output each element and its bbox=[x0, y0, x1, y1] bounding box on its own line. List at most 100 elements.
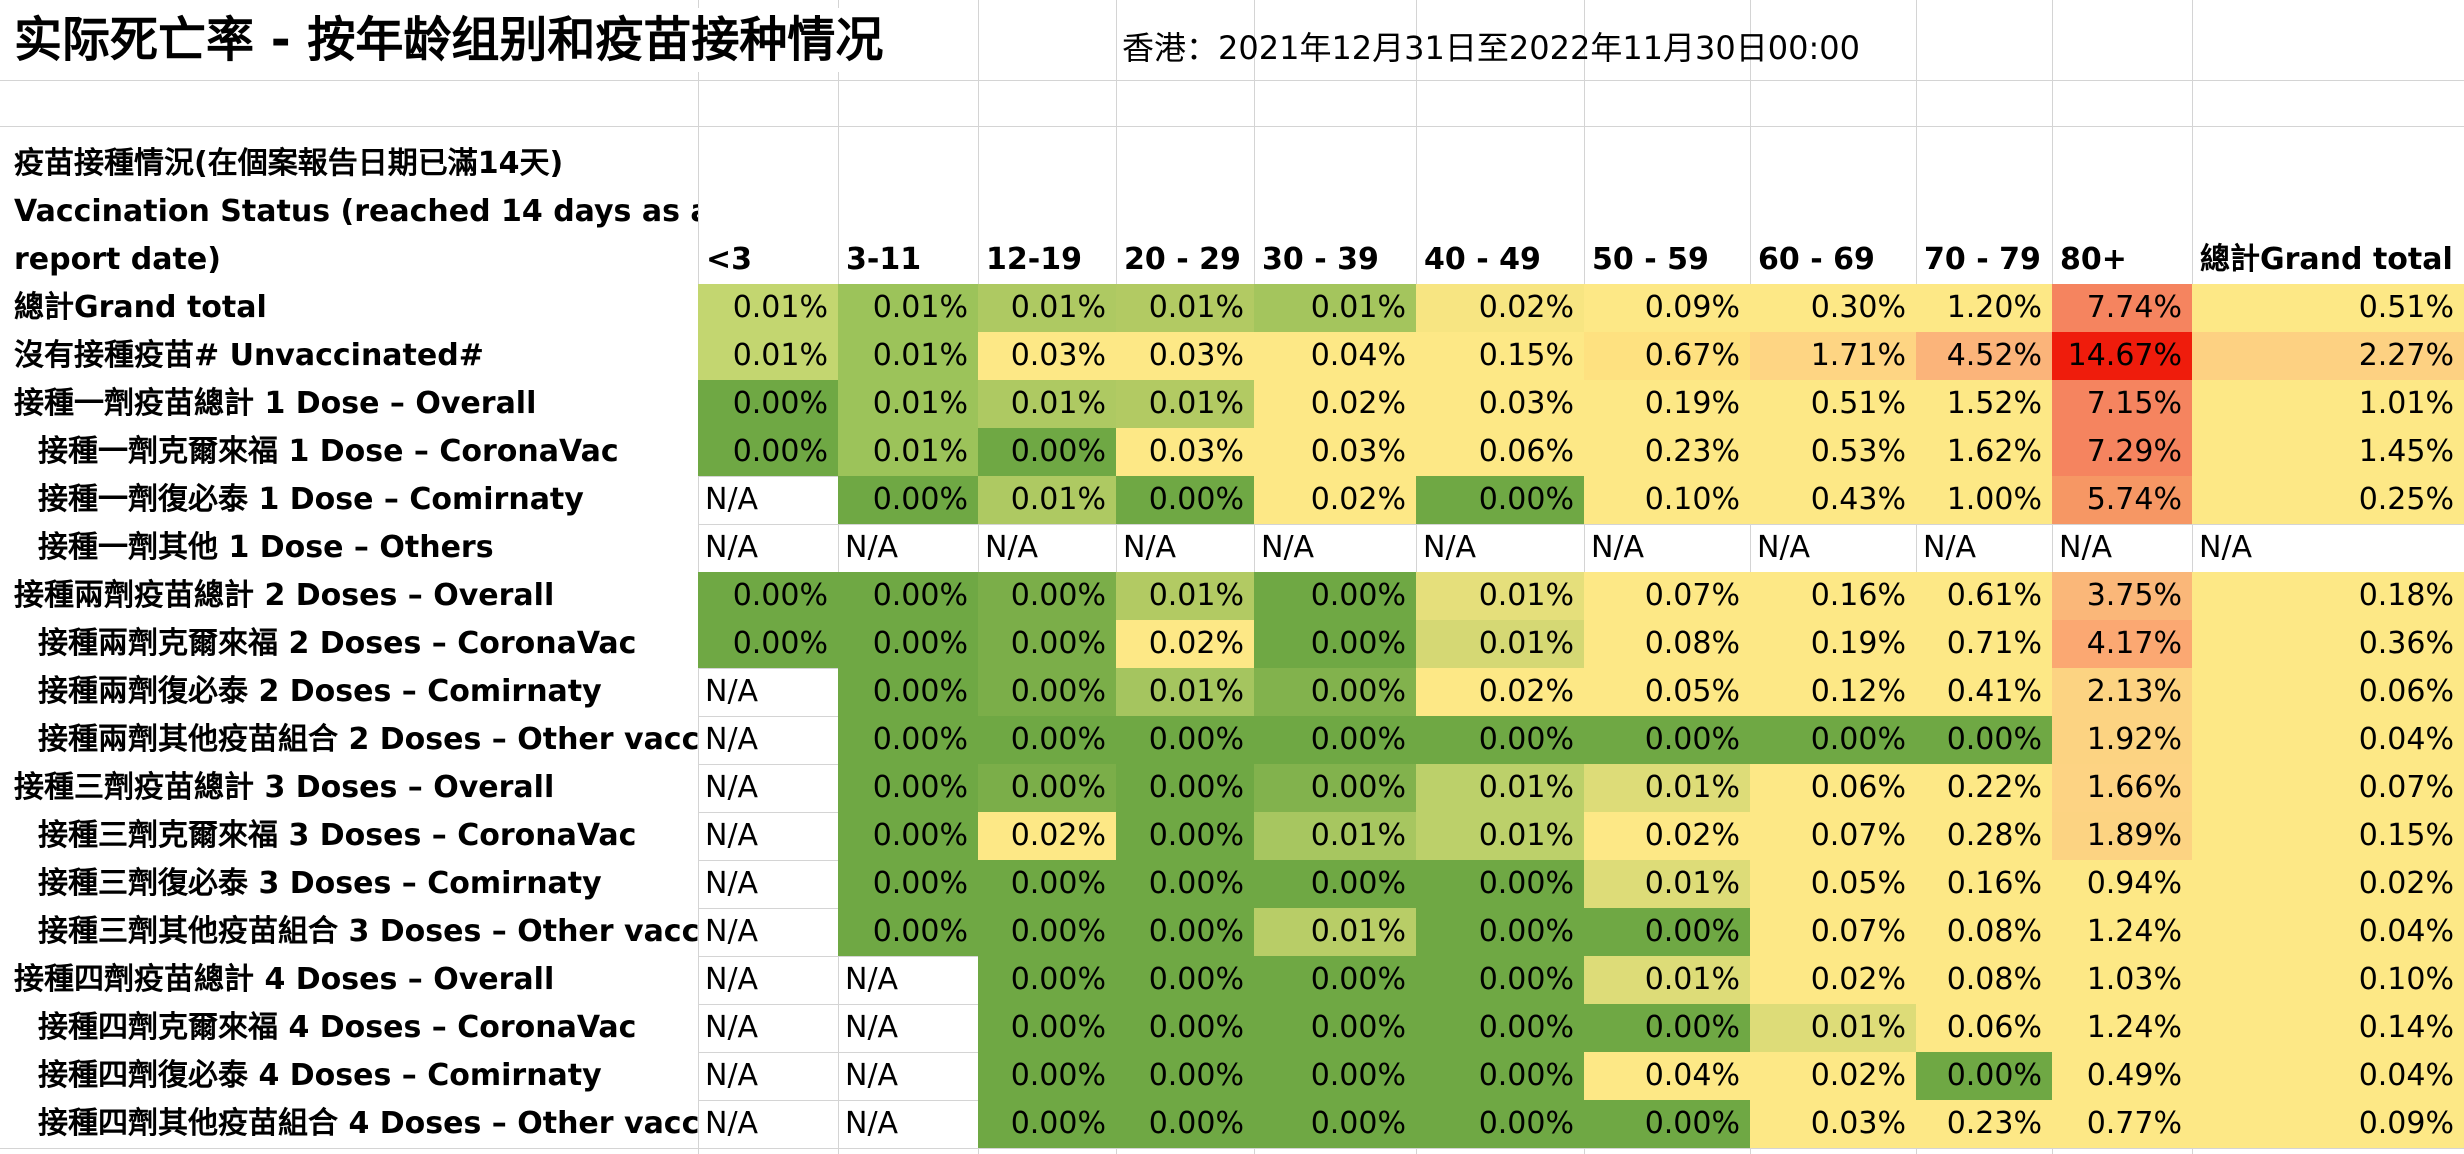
table-cell[interactable]: 0.01% bbox=[978, 476, 1116, 524]
table-cell[interactable]: 1.03% bbox=[2052, 956, 2192, 1004]
table-cell[interactable]: 0.00% bbox=[1254, 1004, 1416, 1052]
table-cell[interactable]: 0.00% bbox=[1584, 716, 1750, 764]
table-cell[interactable]: 0.08% bbox=[1916, 956, 2052, 1004]
table-cell[interactable]: 0.61% bbox=[1916, 572, 2052, 620]
row-label[interactable]: 接種一劑其他 1 Dose – Others bbox=[0, 524, 698, 572]
table-cell[interactable]: 0.71% bbox=[1916, 620, 2052, 668]
table-cell[interactable]: 0.01% bbox=[1416, 764, 1584, 812]
table-cell[interactable]: 0.00% bbox=[838, 668, 978, 716]
table-cell[interactable]: 0.00% bbox=[1116, 1004, 1254, 1052]
table-cell[interactable]: 0.02% bbox=[1750, 956, 1916, 1004]
table-cell[interactable]: N/A bbox=[845, 530, 899, 565]
table-cell[interactable]: 0.23% bbox=[1584, 428, 1750, 476]
table-cell[interactable]: 0.19% bbox=[1584, 380, 1750, 428]
table-cell[interactable]: 0.07% bbox=[2192, 764, 2464, 812]
table-cell[interactable]: 0.07% bbox=[1584, 572, 1750, 620]
table-cell[interactable]: 0.00% bbox=[1116, 1052, 1254, 1100]
table-cell[interactable]: 0.07% bbox=[1750, 812, 1916, 860]
table-cell[interactable]: 0.01% bbox=[1254, 812, 1416, 860]
table-cell[interactable]: 7.15% bbox=[2052, 380, 2192, 428]
table-cell[interactable]: 0.10% bbox=[1584, 476, 1750, 524]
column-header[interactable]: 40 - 49 bbox=[1424, 242, 1541, 277]
table-cell[interactable]: 0.01% bbox=[1116, 284, 1254, 332]
column-header[interactable]: 3-11 bbox=[846, 242, 922, 277]
table-cell[interactable]: N/A bbox=[705, 674, 759, 709]
table-cell[interactable]: 0.19% bbox=[1750, 620, 1916, 668]
table-cell[interactable]: 0.01% bbox=[1416, 572, 1584, 620]
table-cell[interactable]: 0.00% bbox=[1416, 1004, 1584, 1052]
table-cell[interactable]: 0.02% bbox=[1750, 1052, 1916, 1100]
table-cell[interactable]: 0.00% bbox=[838, 860, 978, 908]
table-cell[interactable]: 0.03% bbox=[978, 332, 1116, 380]
table-cell[interactable]: N/A bbox=[1123, 530, 1177, 565]
table-cell[interactable]: 0.07% bbox=[1750, 908, 1916, 956]
table-cell[interactable]: 0.08% bbox=[1916, 908, 2052, 956]
table-cell[interactable]: 0.18% bbox=[2192, 572, 2464, 620]
table-cell[interactable]: N/A bbox=[845, 1010, 899, 1045]
table-cell[interactable]: 1.89% bbox=[2052, 812, 2192, 860]
table-cell[interactable]: N/A bbox=[1923, 530, 1977, 565]
row-label[interactable]: 接種三劑疫苗總計 3 Doses – Overall bbox=[0, 764, 698, 812]
table-cell[interactable]: 0.00% bbox=[978, 860, 1116, 908]
table-cell[interactable]: 0.01% bbox=[838, 428, 978, 476]
table-cell[interactable]: 0.00% bbox=[698, 620, 838, 668]
table-cell[interactable]: N/A bbox=[705, 530, 759, 565]
table-cell[interactable]: N/A bbox=[705, 482, 759, 517]
table-cell[interactable]: 0.02% bbox=[1254, 476, 1416, 524]
table-cell[interactable]: 1.24% bbox=[2052, 1004, 2192, 1052]
table-cell[interactable]: N/A bbox=[845, 1106, 899, 1141]
table-cell[interactable]: 0.02% bbox=[1416, 284, 1584, 332]
table-cell[interactable]: 0.22% bbox=[1916, 764, 2052, 812]
table-cell[interactable]: 0.02% bbox=[1116, 620, 1254, 668]
table-cell[interactable]: N/A bbox=[985, 530, 1039, 565]
row-label[interactable]: 接種一劑疫苗總計 1 Dose – Overall bbox=[0, 380, 698, 428]
table-cell[interactable]: 0.00% bbox=[1254, 668, 1416, 716]
table-cell[interactable]: 0.12% bbox=[1750, 668, 1916, 716]
table-cell[interactable]: 0.16% bbox=[1750, 572, 1916, 620]
table-cell[interactable]: 0.00% bbox=[1416, 476, 1584, 524]
table-cell[interactable]: 0.02% bbox=[1584, 812, 1750, 860]
table-cell[interactable]: 0.00% bbox=[1916, 716, 2052, 764]
table-cell[interactable]: 0.00% bbox=[1254, 716, 1416, 764]
table-cell[interactable]: N/A bbox=[705, 962, 759, 997]
table-cell[interactable]: 0.10% bbox=[2192, 956, 2464, 1004]
table-cell[interactable]: 1.00% bbox=[1916, 476, 2052, 524]
table-cell[interactable]: 0.06% bbox=[1750, 764, 1916, 812]
table-cell[interactable]: 0.05% bbox=[1750, 860, 1916, 908]
table-cell[interactable]: 0.01% bbox=[1116, 668, 1254, 716]
table-cell[interactable]: 0.00% bbox=[1254, 860, 1416, 908]
table-cell[interactable]: 0.00% bbox=[698, 380, 838, 428]
table-cell[interactable]: N/A bbox=[705, 1058, 759, 1093]
table-cell[interactable]: 0.00% bbox=[1116, 812, 1254, 860]
table-cell[interactable]: 0.00% bbox=[1750, 716, 1916, 764]
row-label[interactable]: 接種三劑其他疫苗組合 3 Doses – Other vaccine combi… bbox=[0, 908, 698, 956]
column-header[interactable]: 60 - 69 bbox=[1758, 242, 1875, 277]
table-cell[interactable]: 0.00% bbox=[1254, 1100, 1416, 1148]
row-label[interactable]: 接種一劑克爾來福 1 Dose – CoronaVac bbox=[0, 428, 698, 476]
table-cell[interactable]: 7.74% bbox=[2052, 284, 2192, 332]
table-cell[interactable]: 0.01% bbox=[838, 284, 978, 332]
table-cell[interactable]: 0.15% bbox=[2192, 812, 2464, 860]
table-cell[interactable]: 0.00% bbox=[1116, 860, 1254, 908]
table-cell[interactable]: 0.51% bbox=[2192, 284, 2464, 332]
table-cell[interactable]: 0.03% bbox=[1750, 1100, 1916, 1148]
table-cell[interactable]: 3.75% bbox=[2052, 572, 2192, 620]
table-cell[interactable]: 0.02% bbox=[2192, 860, 2464, 908]
table-cell[interactable]: 0.23% bbox=[1916, 1100, 2052, 1148]
table-cell[interactable]: 0.00% bbox=[1416, 956, 1584, 1004]
table-cell[interactable]: 0.06% bbox=[1916, 1004, 2052, 1052]
table-cell[interactable]: 0.36% bbox=[2192, 620, 2464, 668]
table-cell[interactable]: 0.00% bbox=[698, 572, 838, 620]
table-cell[interactable]: 0.14% bbox=[2192, 1004, 2464, 1052]
table-cell[interactable]: N/A bbox=[2199, 530, 2253, 565]
table-cell[interactable]: 0.00% bbox=[978, 620, 1116, 668]
table-cell[interactable]: 0.06% bbox=[1416, 428, 1584, 476]
row-label[interactable]: 接種兩劑克爾來福 2 Doses – CoronaVac bbox=[0, 620, 698, 668]
table-cell[interactable]: 0.00% bbox=[978, 1100, 1116, 1148]
table-cell[interactable]: 0.15% bbox=[1416, 332, 1584, 380]
table-cell[interactable]: 0.49% bbox=[2052, 1052, 2192, 1100]
table-cell[interactable]: 0.01% bbox=[698, 332, 838, 380]
table-cell[interactable]: 0.04% bbox=[2192, 1052, 2464, 1100]
table-cell[interactable]: 0.00% bbox=[1116, 716, 1254, 764]
table-cell[interactable]: 0.01% bbox=[1584, 956, 1750, 1004]
